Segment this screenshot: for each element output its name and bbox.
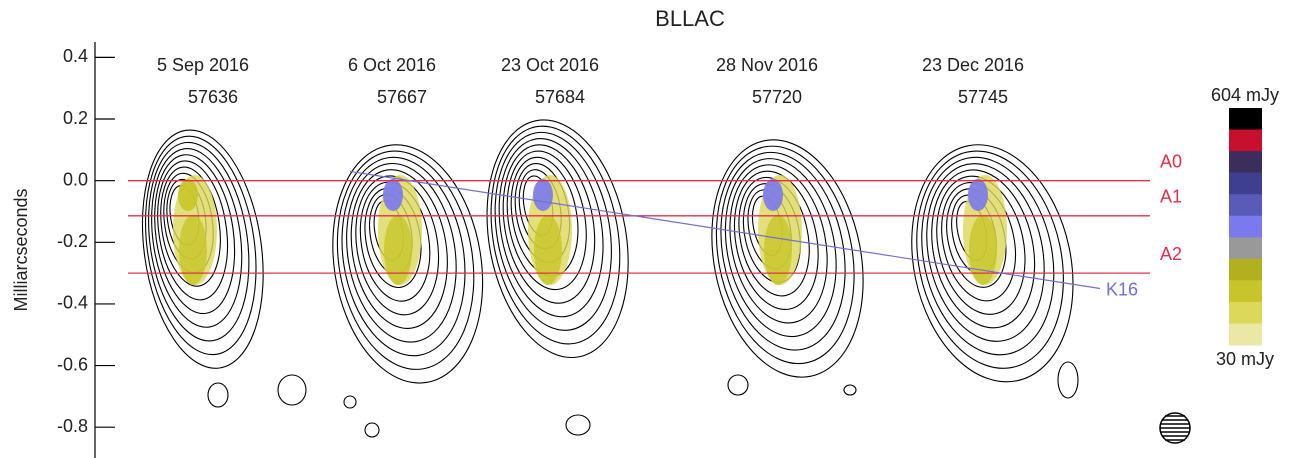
colorbar-swatch (1229, 108, 1262, 130)
contour (844, 385, 856, 395)
emission (179, 215, 207, 285)
contour (728, 375, 748, 395)
mjd-label: 57745 (958, 87, 1008, 107)
contour (566, 415, 590, 435)
colorbar-swatch (1229, 151, 1262, 173)
emission (534, 215, 562, 285)
component-label: A0 (1160, 151, 1182, 171)
contour (278, 375, 306, 405)
emission (968, 179, 988, 211)
epoch-label: 28 Nov 2016 (716, 55, 818, 75)
colorbar-swatch (1229, 216, 1262, 238)
epoch-label: 6 Oct 2016 (348, 55, 436, 75)
colorbar-swatch (1229, 130, 1262, 152)
emission (178, 179, 198, 211)
chart: BLLAC Milliarcseconds 0.4 0.2 0.0 -0.2 -0.4 -… (0, 0, 1294, 458)
mjd-label: 57684 (535, 87, 585, 107)
emission (383, 179, 403, 211)
emission (384, 215, 412, 285)
colorbar-swatch (1229, 237, 1262, 259)
contour (1058, 362, 1078, 398)
emission (533, 179, 553, 211)
mjd-label: 57667 (377, 87, 427, 107)
colorbar-swatch (1229, 280, 1262, 302)
colorbar-max-label: 604 mJy (1211, 85, 1279, 105)
epoch-label: 23 Dec 2016 (922, 55, 1024, 75)
epoch-label: 23 Oct 2016 (501, 55, 599, 75)
chart-title: BLLAC (655, 6, 725, 31)
component-label: A2 (1160, 244, 1182, 264)
contour (208, 383, 228, 407)
colorbar-swatch (1229, 302, 1262, 324)
y-tick-label: 0.2 (63, 108, 88, 128)
epoch-label: 5 Sep 2016 (157, 55, 249, 75)
y-tick-label: -0.8 (57, 416, 88, 436)
y-axis-label: Milliarcseconds (11, 188, 31, 311)
y-tick-label: -0.4 (57, 293, 88, 313)
mjd-label: 57636 (188, 87, 238, 107)
y-tick-label: -0.2 (57, 231, 88, 251)
beam (1160, 413, 1190, 443)
colorbar-swatch (1229, 323, 1262, 345)
emission (763, 179, 783, 211)
mjd-label: 57720 (752, 87, 802, 107)
component-label: A1 (1160, 187, 1182, 207)
contour (344, 396, 356, 408)
y-tick-label: 0.0 (63, 169, 88, 189)
colorbar-swatch (1229, 173, 1262, 195)
colorbar-swatch (1229, 194, 1262, 216)
trajectory-label: K16 (1106, 279, 1138, 299)
y-tick-label: -0.6 (57, 354, 88, 374)
contour (365, 423, 379, 437)
colorbar-min-label: 30 mJy (1216, 349, 1274, 369)
colorbar-swatch (1229, 259, 1262, 281)
emission (969, 215, 997, 285)
emission (764, 215, 792, 285)
y-tick-label: 0.4 (63, 46, 88, 66)
